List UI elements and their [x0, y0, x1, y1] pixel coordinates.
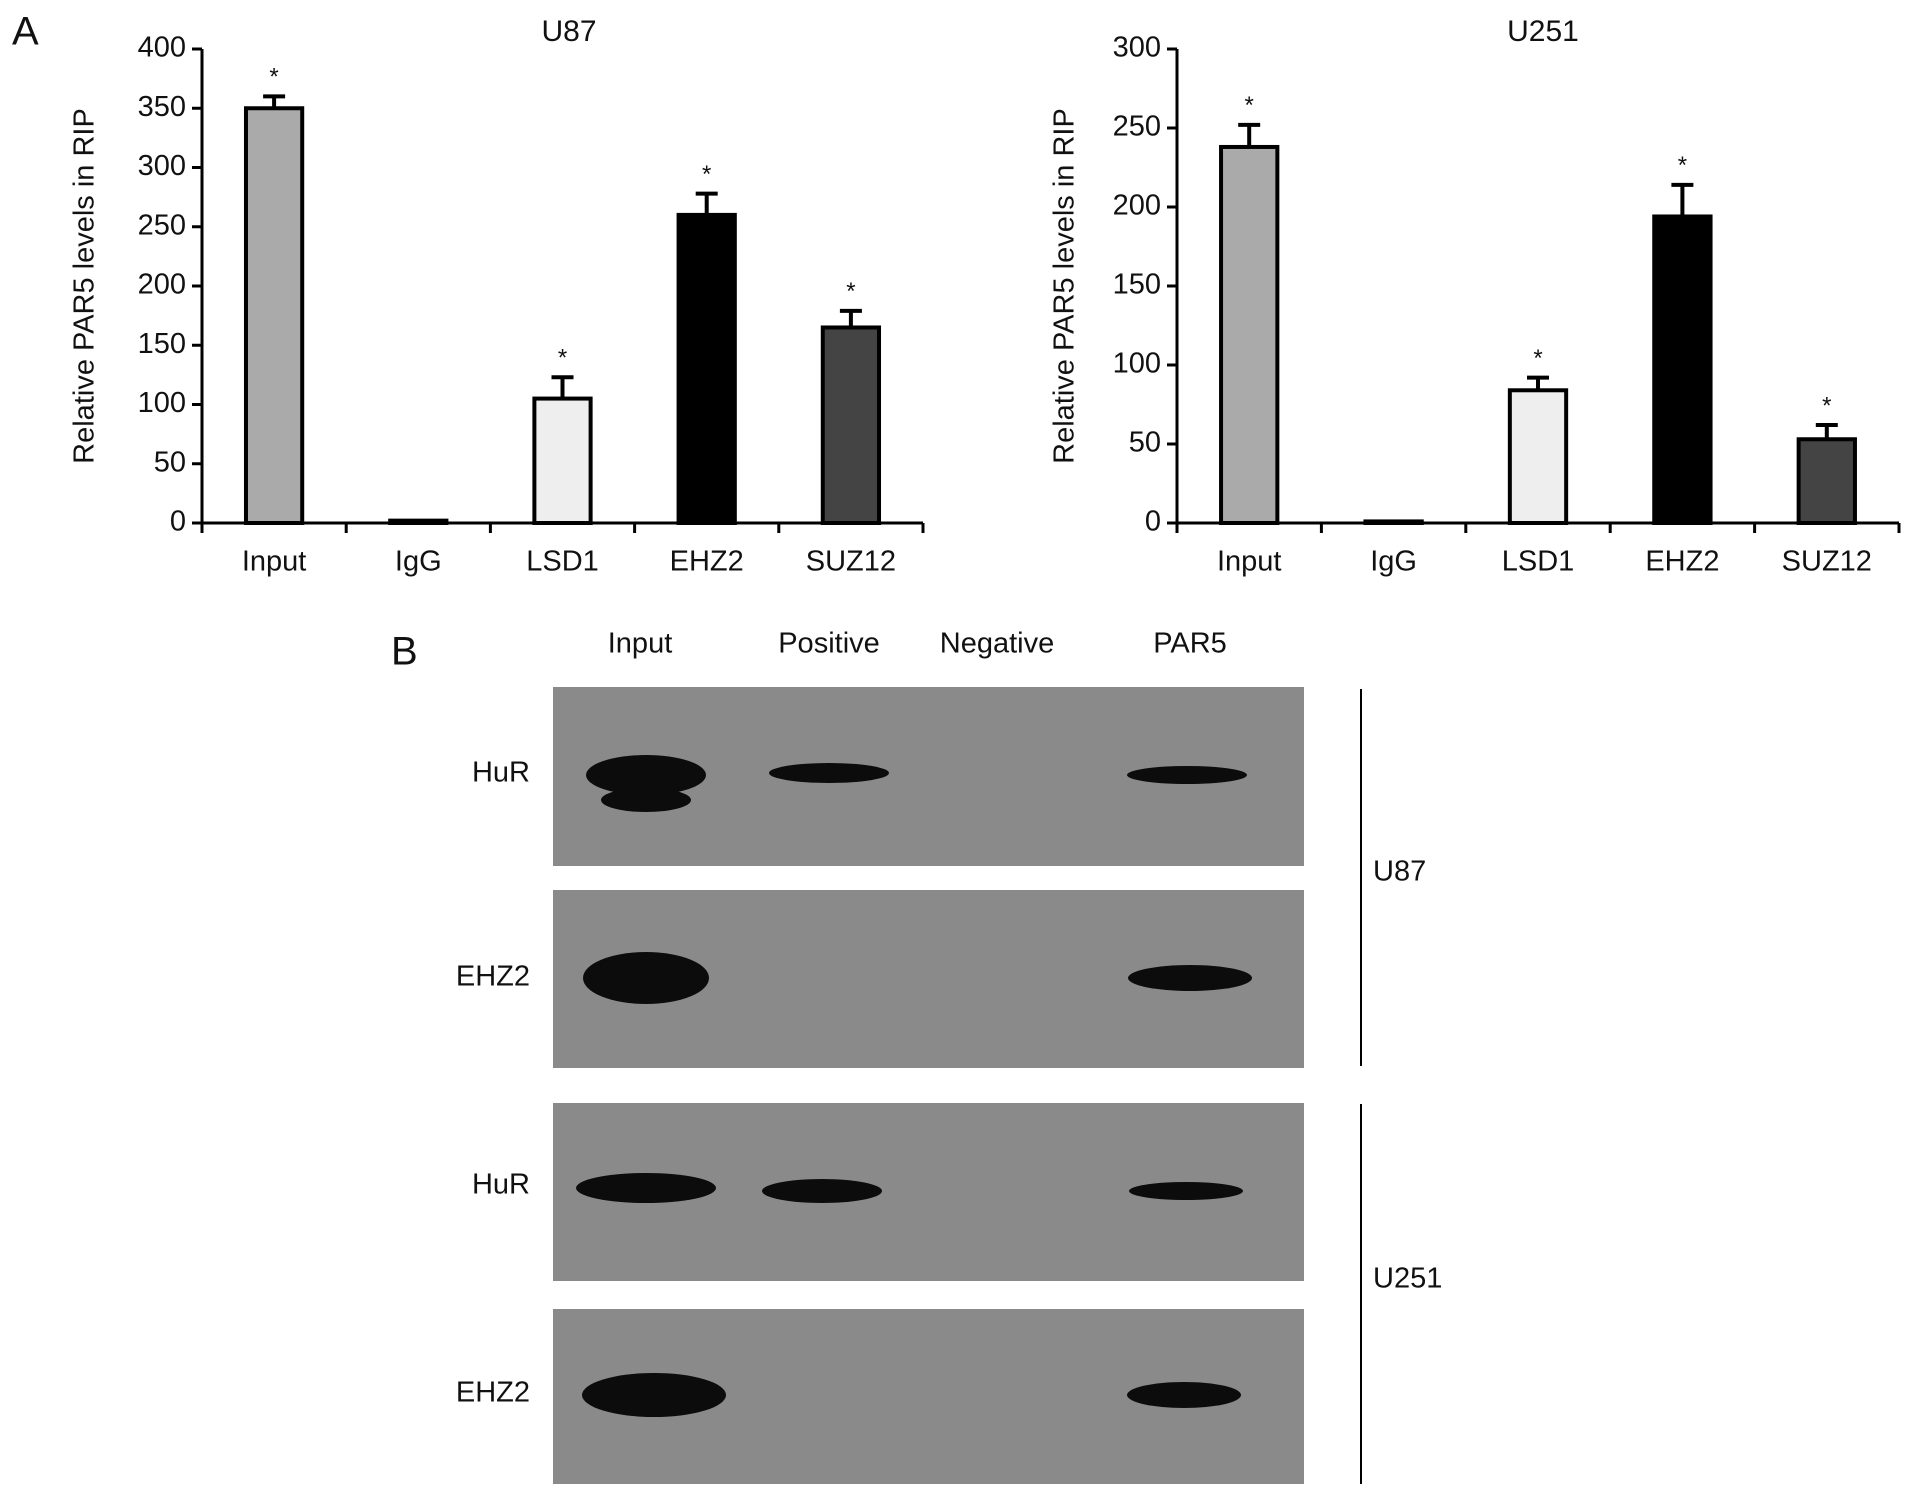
x-tick-label: LSD1 — [526, 546, 599, 578]
x-tick-label: SUZ12 — [1782, 546, 1872, 578]
y-tick-label: 50 — [154, 446, 186, 478]
y-tick-label: 150 — [1113, 269, 1161, 301]
y-tick-label: 150 — [138, 328, 186, 360]
blot-band — [769, 763, 889, 783]
x-tick-label: IgG — [395, 546, 442, 578]
significance-mark: * — [1678, 152, 1687, 179]
row-label: EHZ2 — [456, 961, 530, 993]
y-tick-label: 100 — [138, 387, 186, 419]
y-tick-label: 350 — [138, 91, 186, 123]
y-tick-label: 400 — [138, 32, 186, 64]
y-tick-label: 300 — [138, 150, 186, 182]
bar — [1652, 214, 1713, 525]
blot-band — [601, 788, 691, 812]
blot-band — [1127, 766, 1247, 784]
blot-band — [576, 1173, 716, 1203]
group-label: U87 — [1373, 856, 1426, 888]
significance-mark: * — [269, 64, 278, 91]
bar — [388, 518, 449, 526]
row-label: EHZ2 — [456, 1377, 530, 1409]
significance-mark: * — [1533, 345, 1542, 372]
blot-band — [586, 755, 706, 795]
panel-label: A — [12, 10, 39, 54]
bar — [676, 212, 737, 525]
panel-label: B — [391, 630, 418, 674]
y-tick-label: 300 — [1113, 32, 1161, 64]
significance-mark: * — [846, 278, 855, 305]
significance-mark: * — [1822, 392, 1831, 419]
y-tick-label: 200 — [138, 269, 186, 301]
row-label: HuR — [472, 757, 530, 789]
x-tick-label: EHZ2 — [670, 546, 744, 578]
significance-mark: * — [702, 161, 711, 188]
column-label: Negative — [940, 628, 1054, 660]
blot-band — [582, 1373, 726, 1417]
column-label: Positive — [778, 628, 880, 660]
y-tick-label: 0 — [170, 506, 186, 538]
y-axis-label: Relative PAR5 levels in RIP — [69, 108, 101, 464]
column-label: Input — [608, 628, 673, 660]
bar — [1507, 388, 1569, 525]
y-tick-label: 0 — [1145, 506, 1161, 538]
blot-band — [1127, 1382, 1241, 1408]
bar — [1363, 519, 1424, 525]
significance-mark: * — [558, 345, 567, 372]
y-tick-label: 50 — [1129, 427, 1161, 459]
blot-band — [762, 1179, 882, 1203]
y-tick-label: 200 — [1113, 190, 1161, 222]
bar — [243, 106, 305, 525]
y-axis-label: Relative PAR5 levels in RIP — [1049, 108, 1081, 464]
x-tick-label: Input — [1217, 546, 1282, 578]
bar — [532, 396, 593, 526]
y-tick-label: 250 — [138, 209, 186, 241]
x-tick-label: SUZ12 — [806, 546, 896, 578]
bar — [1796, 437, 1857, 526]
bar — [1219, 144, 1280, 526]
significance-mark: * — [1245, 92, 1254, 119]
x-tick-label: LSD1 — [1502, 546, 1575, 578]
chart-title: U251 — [1507, 15, 1579, 48]
x-tick-label: IgG — [1370, 546, 1417, 578]
x-tick-label: Input — [242, 546, 307, 578]
group-label: U251 — [1373, 1263, 1442, 1295]
chart-title: U87 — [541, 15, 596, 48]
blot-band — [1128, 965, 1252, 991]
y-tick-label: 100 — [1113, 348, 1161, 380]
bar — [820, 325, 882, 525]
blot-band — [1129, 1182, 1243, 1200]
column-label: PAR5 — [1153, 628, 1227, 660]
row-label: HuR — [472, 1169, 530, 1201]
x-tick-label: EHZ2 — [1645, 546, 1719, 578]
blot-band — [583, 952, 709, 1004]
y-tick-label: 250 — [1113, 111, 1161, 143]
